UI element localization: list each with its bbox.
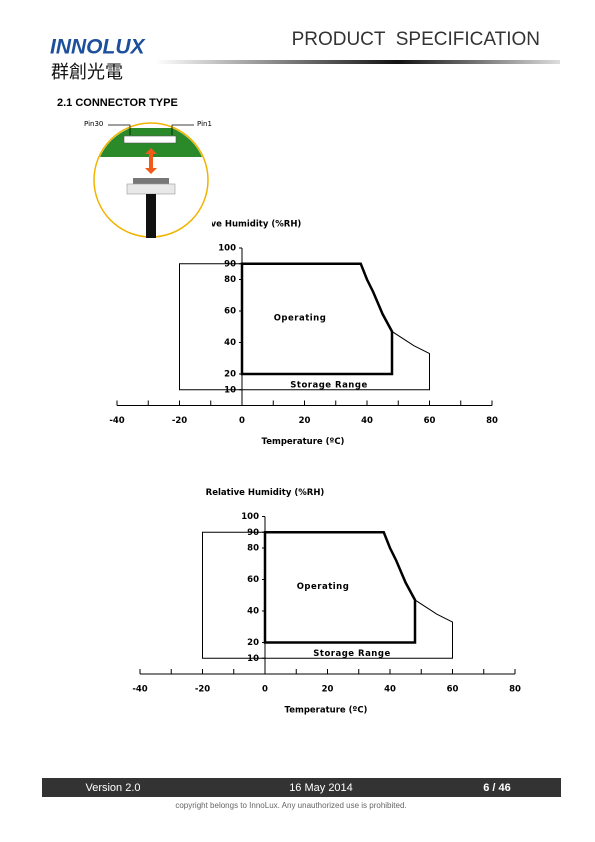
y-axis-title: Relative Humidity (%RH) <box>206 488 325 498</box>
region-outline <box>240 262 394 376</box>
y-tick-label: 80 <box>224 275 236 285</box>
footer-page: 6 / 46 <box>483 782 511 794</box>
x-tick-label: 60 <box>447 685 459 695</box>
pin-label: Pin30 <box>84 120 103 128</box>
logo: INNOLUX <box>50 36 146 59</box>
logo-cjk: 群創光電 <box>51 62 123 83</box>
arrow <box>145 148 157 174</box>
cable <box>146 194 156 238</box>
x-tick-label: 20 <box>322 685 334 695</box>
region-label: Operating <box>297 582 350 592</box>
y-axis-title: Relative Humidity (%RH) <box>183 220 302 230</box>
region-label: Storage Range <box>313 649 390 659</box>
y-tick-label: 100 <box>218 244 236 254</box>
y-tick-label: 60 <box>247 575 259 585</box>
x-tick-label: -40 <box>132 685 147 695</box>
plug <box>126 183 176 195</box>
x-tick-label: 40 <box>384 685 396 695</box>
x-tick-label: 80 <box>509 685 521 695</box>
x-tick-label: 40 <box>361 416 373 426</box>
footer-version: Version 2.0 <box>85 782 140 794</box>
charts: -40 -20 0 20 40 60 80102040608090100Temperatur… <box>109 220 521 716</box>
x-tick-label: 80 <box>486 416 498 426</box>
pin-label: Pin1 <box>197 120 212 128</box>
region-label: Storage Range <box>290 381 367 391</box>
y-tick-label: 100 <box>241 512 259 522</box>
footer-bar <box>42 778 561 797</box>
y-tick-label: 20 <box>224 370 236 380</box>
x-tick-label: -20 <box>172 416 187 426</box>
x-tick-label: 0 <box>239 416 245 426</box>
x-tick-label: 60 <box>424 416 436 426</box>
x-tick-label: 20 <box>299 416 311 426</box>
x-axis-title: Temperature (ºC) <box>262 437 345 447</box>
y-tick-label: 80 <box>247 544 259 554</box>
pin-leader <box>108 124 194 135</box>
footer-date: 16 May 2014 <box>289 782 353 794</box>
x-tick-label: 0 <box>262 685 268 695</box>
connector-diagram: Pin30 Pin1 <box>84 116 212 240</box>
plug-top <box>133 178 169 184</box>
fpc-connector <box>123 135 177 144</box>
x-tick-label: -40 <box>109 416 124 426</box>
region-outline <box>263 531 417 644</box>
y-tick-label: 20 <box>247 638 259 648</box>
section-title: 2.1 CONNECTOR TYPE <box>57 97 178 109</box>
page-title: PRODUCT SPECIFICATION <box>292 29 540 50</box>
copyright: copyright belongs to InnoLux. Any unauth… <box>175 801 406 810</box>
y-tick-label: 40 <box>224 338 236 348</box>
y-tick-label: 60 <box>224 307 236 317</box>
x-axis-title: Temperature (ºC) <box>285 706 368 716</box>
header-rule <box>155 60 560 64</box>
y-tick-label: 40 <box>247 607 259 617</box>
x-tick-label: -20 <box>195 685 210 695</box>
region-label: Operating <box>274 314 327 324</box>
